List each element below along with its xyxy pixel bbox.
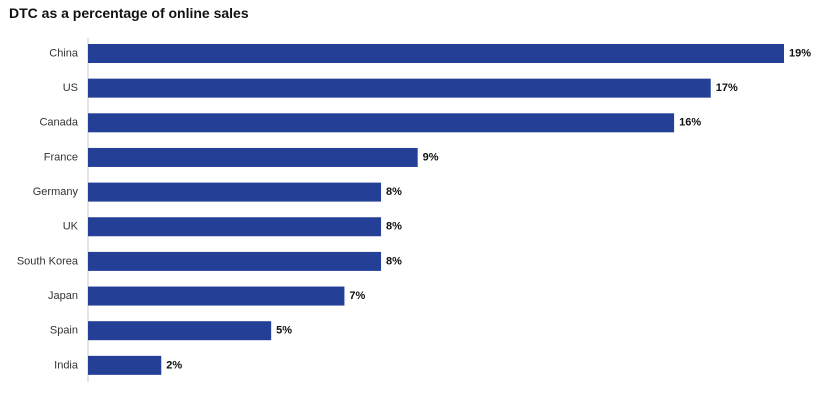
value-label: 2% xyxy=(166,359,182,371)
bar-south-korea xyxy=(88,251,382,271)
bar-us xyxy=(88,78,711,98)
bar-canada xyxy=(88,113,675,133)
category-label: South Korea xyxy=(17,255,79,267)
value-label: 17% xyxy=(716,82,738,94)
category-label: Canada xyxy=(39,117,78,129)
category-label: US xyxy=(63,82,78,94)
bar-china xyxy=(88,44,784,63)
value-label: 5% xyxy=(276,325,292,337)
value-label: 19% xyxy=(789,47,811,59)
category-label: Spain xyxy=(50,325,78,337)
value-label: 7% xyxy=(349,290,365,302)
category-label: France xyxy=(44,151,78,163)
bar-india xyxy=(88,355,162,375)
category-label: Germany xyxy=(33,186,79,198)
value-label: 16% xyxy=(679,117,701,129)
category-label: China xyxy=(49,47,79,59)
bar-germany xyxy=(88,182,382,202)
category-label: Japan xyxy=(48,290,78,302)
value-label: 8% xyxy=(386,186,402,198)
category-label: UK xyxy=(63,221,79,233)
bar-france xyxy=(88,147,418,167)
bar-uk xyxy=(88,217,382,237)
chart-title: DTC as a percentage of online sales xyxy=(9,5,249,21)
category-label: India xyxy=(54,359,79,371)
value-label: 8% xyxy=(386,221,402,233)
bar-spain xyxy=(88,321,272,341)
bar-japan xyxy=(88,286,345,306)
value-label: 9% xyxy=(423,151,439,163)
value-label: 8% xyxy=(386,255,402,267)
